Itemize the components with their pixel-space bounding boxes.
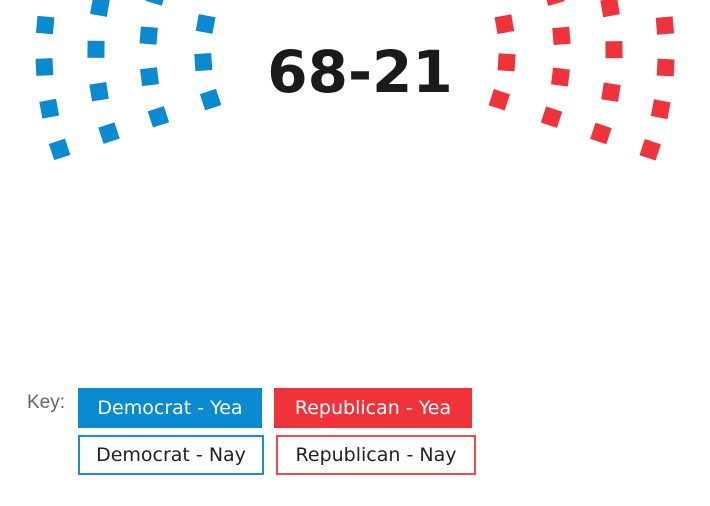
seat-dem-yea	[90, 0, 110, 17]
seat-rep-yea	[543, 0, 565, 6]
legend-democrat-yea: Democrat - Yea	[78, 388, 262, 428]
seat-dem-yea	[89, 81, 109, 102]
legend-democrat-nay: Democrat - Nay	[78, 435, 264, 475]
seat-dem-yea	[195, 14, 216, 34]
seat-rep-yea	[656, 58, 675, 77]
seat-rep-yea	[488, 89, 511, 111]
seat-rep-yea	[650, 99, 671, 120]
seat-dem-yea	[48, 138, 71, 161]
legend-title: Key:	[27, 392, 66, 413]
seat-rep-yea	[655, 16, 675, 35]
seat-rep-yea	[552, 26, 571, 46]
seat-rep-yea	[590, 122, 612, 145]
seat-rep-yea	[551, 67, 570, 87]
legend-republican-yea: Republican - Yea	[274, 388, 472, 428]
seat-dem-yea	[139, 26, 158, 45]
seat-dem-yea	[140, 67, 159, 87]
seat-dem-yea	[147, 106, 170, 128]
seat-dem-yea	[199, 88, 222, 111]
seat-rep-yea	[601, 82, 621, 102]
seat-dem-yea	[145, 0, 167, 6]
parliament-chart	[35, 0, 675, 161]
seat-rep-yea	[540, 106, 563, 128]
seat-dem-yea	[39, 98, 60, 119]
legend: Key: Democrat - Yea Republican - Yea Dem…	[27, 388, 707, 498]
seat-rep-yea	[494, 14, 515, 35]
seat-dem-yea	[194, 53, 213, 72]
seat-rep-yea	[497, 53, 516, 72]
seat-dem-yea	[98, 122, 120, 144]
seat-rep-yea	[600, 0, 620, 18]
seat-dem-yea	[35, 58, 54, 76]
legend-republican-nay: Republican - Nay	[276, 435, 476, 475]
seat-rep-yea	[605, 41, 623, 59]
seat-dem-yea	[87, 40, 105, 58]
seat-rep-yea	[639, 139, 661, 161]
vote-score: 68-21	[267, 38, 453, 106]
seat-dem-yea	[35, 15, 55, 35]
